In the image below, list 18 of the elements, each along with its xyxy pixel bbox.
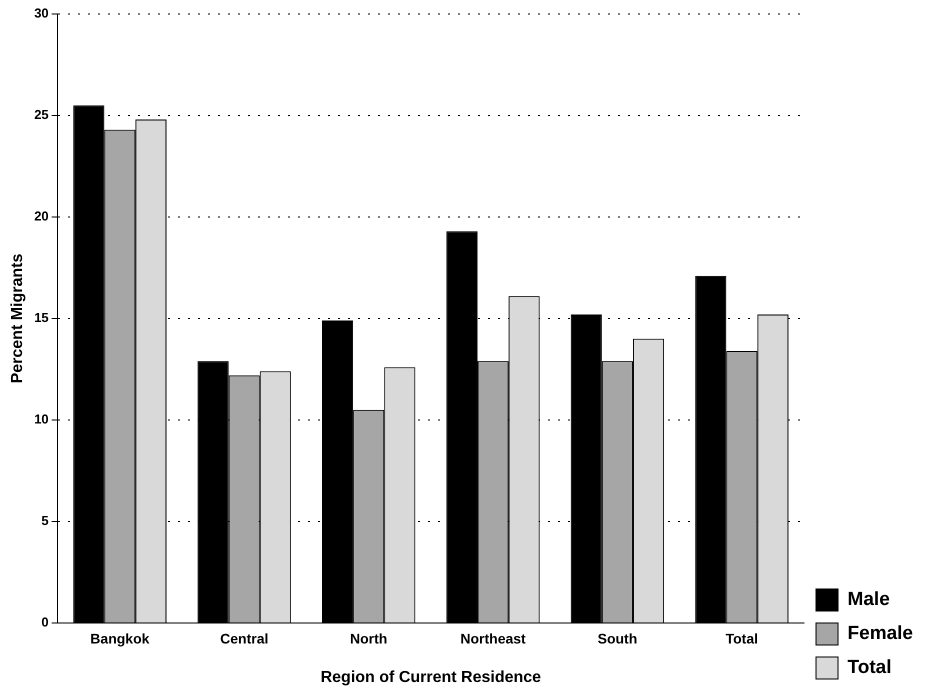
y-tick-label: 0 <box>41 614 49 630</box>
y-tick-label: 5 <box>41 513 49 528</box>
y-tick-label: 15 <box>34 310 49 326</box>
x-tick-label: Total <box>726 630 758 646</box>
x-tick-label: North <box>350 630 388 646</box>
y-tick-label: 25 <box>34 107 49 122</box>
x-tick-label: Central <box>220 630 268 646</box>
legend-label: Male <box>848 589 890 610</box>
x-tick-label: South <box>598 630 638 646</box>
legend-label: Female <box>848 623 914 644</box>
y-tick-label: 10 <box>34 412 49 427</box>
x-axis-title: Region of Current Residence <box>320 668 542 686</box>
legend-label: Total <box>848 657 892 678</box>
y-tick-label: 20 <box>34 208 49 224</box>
y-axis-title: Percent Migrants <box>9 253 26 384</box>
y-tick-label: 30 <box>34 6 49 21</box>
x-tick-label: Bangkok <box>90 630 150 646</box>
x-tick-label: Northeast <box>460 630 526 646</box>
